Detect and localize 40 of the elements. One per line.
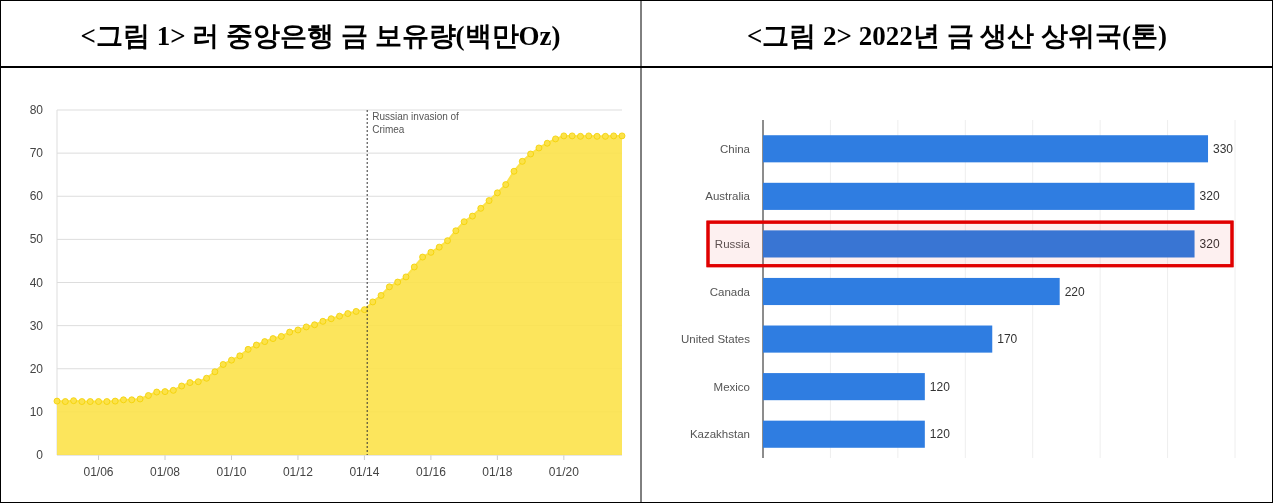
bar: [763, 325, 993, 353]
y-tick-label: United States: [680, 333, 751, 346]
y-tick-label: 60: [29, 189, 44, 204]
y-tick-label: 80: [29, 103, 44, 117]
y-tick-label: Kazakhstan: [689, 428, 750, 441]
bar: [763, 373, 925, 401]
x-tick-label: 01/14: [349, 465, 380, 479]
ref-line-label: Russian invasion of Crimea: [372, 111, 460, 135]
data-label: 330: [1213, 141, 1234, 156]
bar: [763, 277, 1060, 306]
y-tick-label: Russia: [714, 237, 751, 250]
y-tick-label: Mexico: [713, 380, 750, 393]
chart-title: <그림 2> 2022년 금 생산 상위국(톤): [746, 21, 1168, 51]
bar: [763, 420, 925, 448]
x-tick-label: 01/20: [548, 465, 580, 479]
x-tick-label: 01/18: [482, 465, 513, 479]
x-tick-label: 01/10: [216, 465, 247, 479]
y-tick-label: 10: [29, 404, 44, 419]
y-tick-label: 40: [29, 275, 44, 290]
y-tick-label: 30: [29, 318, 44, 333]
bar: [763, 135, 1209, 163]
y-tick-label: China: [719, 142, 751, 155]
x-tick-label: 01/08: [150, 465, 181, 479]
data-label: 120: [929, 427, 951, 442]
y-tick-label: 50: [29, 232, 44, 247]
y-tick-label: Canada: [709, 285, 751, 298]
data-label: 120: [929, 379, 951, 394]
y-tick-label: Australia: [705, 190, 751, 203]
data-label: 320: [1199, 189, 1220, 204]
data-label: 220: [1064, 284, 1086, 299]
y-tick-label: 70: [29, 146, 44, 161]
y-tick-label: 0: [36, 448, 44, 462]
bar: [763, 182, 1195, 210]
x-tick-label: 01/16: [415, 465, 447, 479]
chart-title: <그림 1> 러 중앙은행 금 보유량(백만Oz): [80, 21, 561, 51]
data-label: 320: [1199, 236, 1220, 251]
x-tick-label: 01/06: [83, 465, 114, 479]
y-tick-label: 20: [29, 361, 44, 376]
x-tick-label: 01/12: [282, 465, 314, 479]
data-label: 170: [997, 332, 1018, 347]
